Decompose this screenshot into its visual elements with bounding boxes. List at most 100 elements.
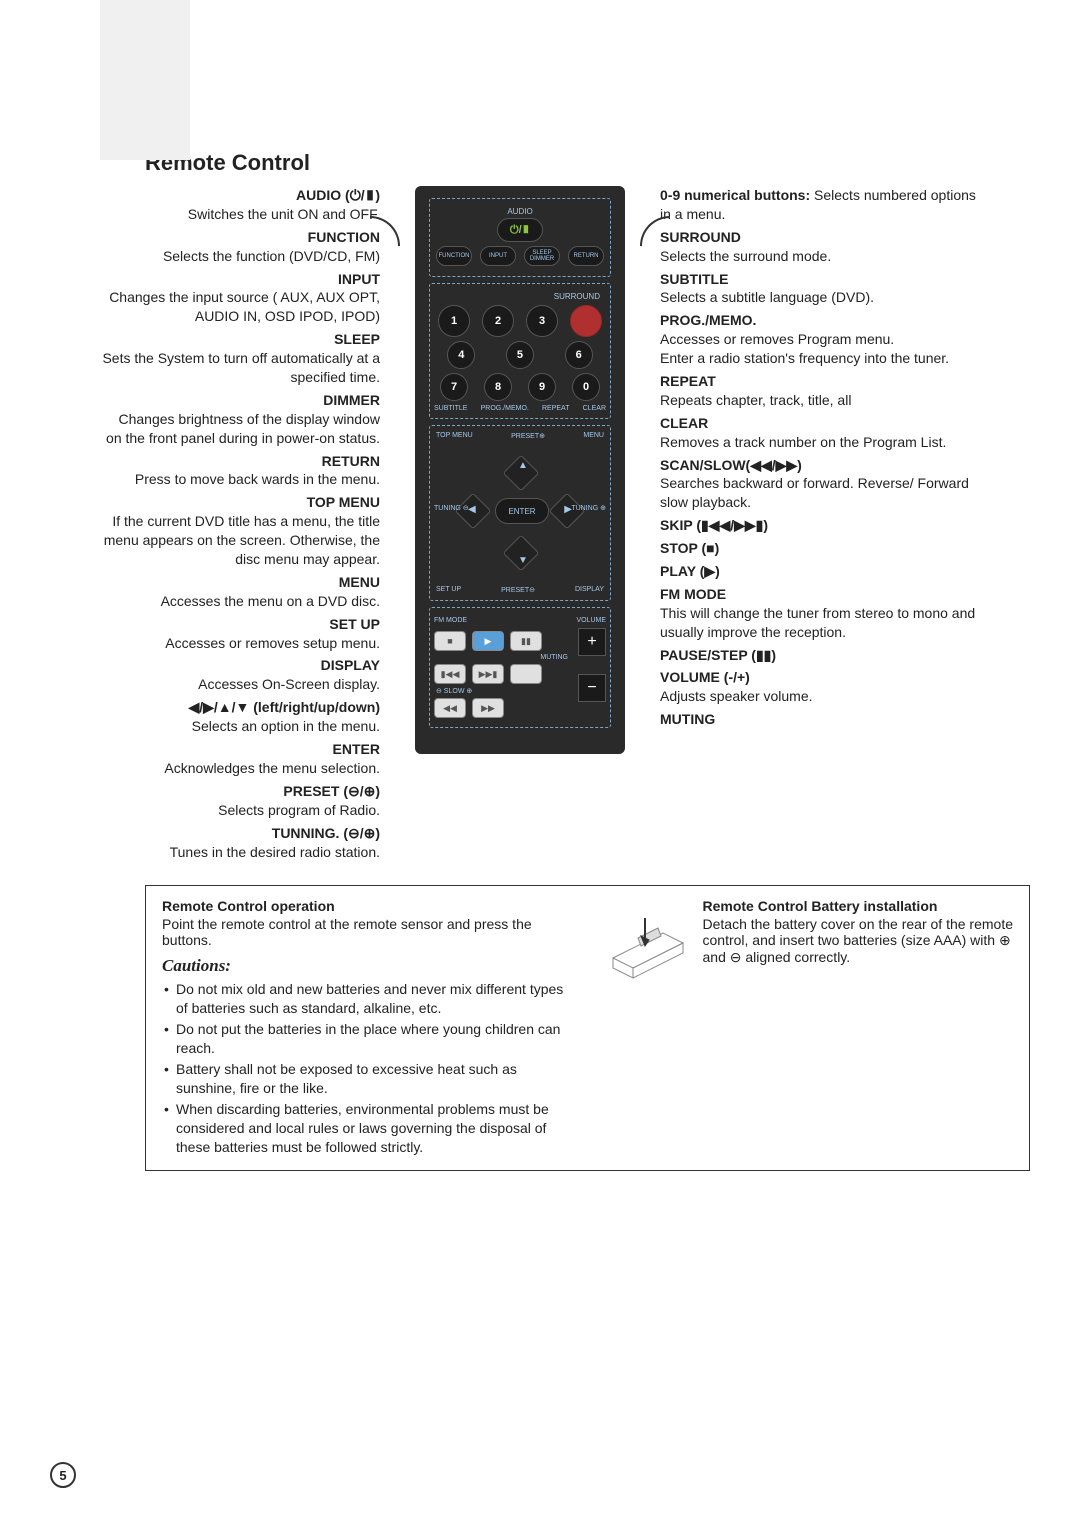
left-item: SLEEPSets the System to turn off automat… xyxy=(100,330,380,387)
num-7: 7 xyxy=(440,373,468,401)
num-9: 9 xyxy=(528,373,556,401)
page-title: Remote Control xyxy=(145,150,1030,176)
right-item: SKIP (▮◀◀/▶▶▮) xyxy=(660,516,980,535)
left-item: ◀/▶/▲/▼ (left/right/up/down)Selects an o… xyxy=(100,698,380,736)
item-desc: Switches the unit ON and OFF. xyxy=(100,205,380,224)
left-item: RETURNPress to move back wards in the me… xyxy=(100,452,380,490)
top-row-button: INPUT xyxy=(480,246,516,266)
right-item: SCAN/SLOW(◀◀/▶▶)Searches backward or for… xyxy=(660,456,980,513)
num-8: 8 xyxy=(484,373,512,401)
item-desc: Changes the input source ( AUX, AUX OPT,… xyxy=(100,288,380,326)
item-label: DISPLAY xyxy=(100,656,380,675)
item-label: MUTING xyxy=(660,710,980,729)
item-desc: Removes a track number on the Program Li… xyxy=(660,433,980,452)
num-3: 3 xyxy=(526,305,558,337)
left-item: DISPLAYAccesses On-Screen display. xyxy=(100,656,380,694)
item-label: PAUSE/STEP (▮▮) xyxy=(660,646,980,665)
right-item: SUBTITLESelects a subtitle language (DVD… xyxy=(660,270,980,308)
cautions-heading: Cautions: xyxy=(162,956,573,976)
menu-label: MENU xyxy=(583,432,604,440)
item-label: 0-9 numerical buttons: xyxy=(660,187,814,203)
item-label: SCAN/SLOW(◀◀/▶▶) xyxy=(660,456,980,475)
num-0: 0 xyxy=(572,373,600,401)
vol-down-button: − xyxy=(578,674,606,702)
display-label: DISPLAY xyxy=(575,586,604,594)
item-label: AUDIO (⏻/▮) xyxy=(100,186,380,205)
num-5: 5 xyxy=(506,341,534,369)
operation-text: Point the remote control at the remote s… xyxy=(162,916,573,948)
item-desc: Accesses or removes setup menu. xyxy=(100,634,380,653)
item-desc: Selects an option in the menu. xyxy=(100,717,380,736)
scan-fwd-button: ▶▶ xyxy=(472,698,504,718)
left-item: TOP MENUIf the current DVD title has a m… xyxy=(100,493,380,569)
fmmode-label: FM MODE xyxy=(434,617,467,624)
left-item: ENTERAcknowledges the menu selection. xyxy=(100,740,380,778)
clear-label: CLEAR xyxy=(583,405,606,412)
play-button: ▶ xyxy=(472,631,504,651)
pause-button: ▮▮ xyxy=(510,631,542,651)
setup-label: SET UP xyxy=(436,586,461,594)
item-desc: Enter a radio station's frequency into t… xyxy=(660,349,980,368)
top-row-button: SLEEP DIMMER xyxy=(524,246,560,266)
left-item: MENUAccesses the menu on a DVD disc. xyxy=(100,573,380,611)
item-label: ◀/▶/▲/▼ (left/right/up/down) xyxy=(100,698,380,717)
item-label: SLEEP xyxy=(100,330,380,349)
item-label: MENU xyxy=(100,573,380,592)
power-button: ⏻/▮ xyxy=(497,218,543,242)
surround-button xyxy=(570,305,602,337)
preset-plus-label: PRESET⊕ xyxy=(511,432,545,440)
right-item: MUTING xyxy=(660,710,980,729)
preset-minus-label: PRESET⊖ xyxy=(501,586,535,594)
left-item: TUNNING. (⊖/⊕)Tunes in the desired radio… xyxy=(100,824,380,862)
item-label: SET UP xyxy=(100,615,380,634)
caution-item: Do not mix old and new batteries and nev… xyxy=(162,980,573,1018)
left-item: FUNCTIONSelects the function (DVD/CD, FM… xyxy=(100,228,380,266)
operation-heading: Remote Control operation xyxy=(162,898,573,914)
left-column: AUDIO (⏻/▮)Switches the unit ON and OFF.… xyxy=(100,186,380,865)
topmenu-label: TOP MENU xyxy=(436,432,473,440)
item-desc: Accesses On-Screen display. xyxy=(100,675,380,694)
slow-label: ⊖ SLOW ⊕ xyxy=(436,687,572,695)
right-item: REPEATRepeats chapter, track, title, all xyxy=(660,372,980,410)
left-item: DIMMERChanges brightness of the display … xyxy=(100,391,380,448)
num-1: 1 xyxy=(438,305,470,337)
top-row-button: FUNCTION xyxy=(436,246,472,266)
item-label: SUBTITLE xyxy=(660,270,980,289)
right-item: PLAY (▶) xyxy=(660,562,980,581)
right-column: 0-9 numerical buttons: Selects numbered … xyxy=(660,186,980,865)
item-label: INPUT xyxy=(100,270,380,289)
item-label: REPEAT xyxy=(660,372,980,391)
item-label: SURROUND xyxy=(660,228,980,247)
muting-button xyxy=(510,664,542,684)
battery-text: Detach the battery cover on the rear of … xyxy=(703,916,1014,966)
bottom-info-box: Remote Control operation Point the remot… xyxy=(145,885,1030,1171)
right-item: PAUSE/STEP (▮▮) xyxy=(660,646,980,665)
item-desc: Repeats chapter, track, title, all xyxy=(660,391,980,410)
item-label: FM MODE xyxy=(660,585,980,604)
left-item: INPUTChanges the input source ( AUX, AUX… xyxy=(100,270,380,327)
item-desc: Accesses or removes Program menu. xyxy=(660,330,980,349)
num-4: 4 xyxy=(447,341,475,369)
right-item: SURROUNDSelects the surround mode. xyxy=(660,228,980,266)
item-label: TUNNING. (⊖/⊕) xyxy=(100,824,380,843)
right-item: FM MODEThis will change the tuner from s… xyxy=(660,585,980,642)
item-label: FUNCTION xyxy=(100,228,380,247)
stop-button: ■ xyxy=(434,631,466,651)
main-columns: AUDIO (⏻/▮)Switches the unit ON and OFF.… xyxy=(100,186,1030,865)
audio-label: AUDIO xyxy=(434,207,606,216)
right-item: VOLUME (-/+)Adjusts speaker volume. xyxy=(660,668,980,706)
item-desc: Sets the System to turn off automaticall… xyxy=(100,349,380,387)
item-desc: Selects program of Radio. xyxy=(100,801,380,820)
tuning-plus-label: TUNING ⊕ xyxy=(571,504,606,512)
item-desc: Accesses the menu on a DVD disc. xyxy=(100,592,380,611)
remote-illustration: AUDIO ⏻/▮ FUNCTIONINPUTSLEEP DIMMERRETUR… xyxy=(390,186,650,865)
left-item: AUDIO (⏻/▮)Switches the unit ON and OFF. xyxy=(100,186,380,224)
item-desc: This will change the tuner from stereo t… xyxy=(660,604,980,642)
left-item: PRESET (⊖/⊕)Selects program of Radio. xyxy=(100,782,380,820)
item-label: PLAY (▶) xyxy=(660,562,980,581)
caution-item: Battery shall not be exposed to excessiv… xyxy=(162,1060,573,1098)
item-label: SKIP (▮◀◀/▶▶▮) xyxy=(660,516,980,535)
item-desc: Changes brightness of the display window… xyxy=(100,410,380,448)
subtitle-label: SUBTITLE xyxy=(434,405,467,412)
item-label: CLEAR xyxy=(660,414,980,433)
